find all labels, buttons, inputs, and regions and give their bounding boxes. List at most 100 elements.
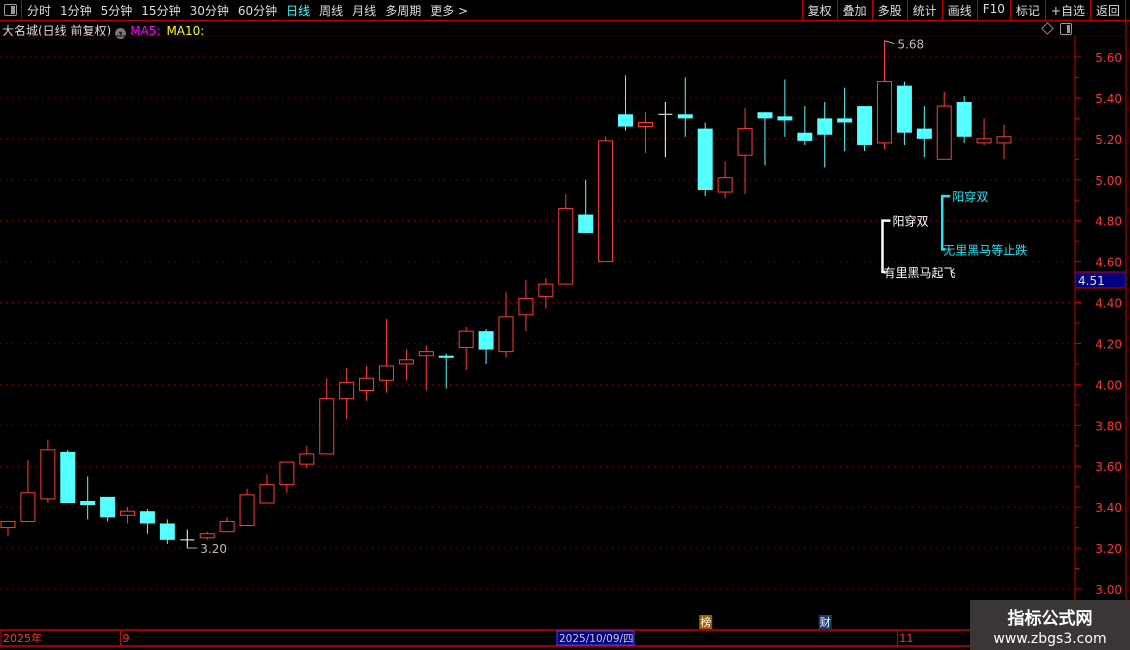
tab-period-7[interactable]: 周线: [319, 4, 344, 18]
tab-period-9[interactable]: 多周期: [385, 4, 422, 18]
candle-body-down: [896, 85, 912, 133]
candle-body-up: [458, 330, 474, 349]
candle-body-up: [398, 359, 414, 365]
candle-body-down: [837, 118, 853, 123]
tab-period-4[interactable]: 30分钟: [189, 4, 229, 18]
y-tick-label: 5.20: [1095, 133, 1122, 147]
low-price-label: 3.20: [200, 542, 227, 556]
tab-period-3[interactable]: 15分钟: [141, 4, 181, 18]
cursor-date-label: 2025/10/09/四: [559, 633, 634, 645]
tab-period-8[interactable]: 月线: [352, 4, 377, 18]
panel-icon: [4, 4, 17, 16]
candle-body-down: [697, 128, 713, 190]
tab-period-5[interactable]: 60分钟: [237, 4, 278, 18]
panel-toggle-button[interactable]: [0, 0, 22, 19]
annotation-bracket: [881, 219, 891, 274]
tool-button-3[interactable]: 统计: [908, 0, 943, 20]
candle-body-up: [359, 377, 375, 391]
tab-period-10[interactable]: 更多 >: [430, 4, 469, 18]
candle-body-up: [219, 520, 235, 533]
candle-body-up: [598, 140, 614, 263]
candle-body-up: [279, 461, 295, 486]
chevron-down-icon[interactable]: ▾: [115, 28, 127, 39]
y-tick-label: 5.60: [1095, 51, 1122, 65]
tool-button-7[interactable]: +自选: [1046, 0, 1091, 20]
annotation-top-label: 阳穿双: [892, 214, 928, 229]
tool-button-6[interactable]: 标记: [1011, 0, 1046, 20]
y-tick-label: 4.60: [1095, 256, 1122, 270]
candle-body-down: [857, 106, 873, 145]
candle-body-down: [777, 116, 793, 121]
candle-body-down: [578, 214, 594, 233]
candle-body-up: [936, 105, 952, 160]
y-tick-label: 4.80: [1095, 215, 1122, 229]
y-tick-label: 5.40: [1095, 92, 1122, 106]
y-tick-label: 4.40: [1095, 297, 1122, 311]
candle-body-down: [478, 331, 494, 350]
tab-period-2[interactable]: 5分钟: [100, 4, 133, 18]
candle-body-up: [199, 533, 215, 539]
candle-body-up: [538, 283, 554, 297]
candle-body-up: [0, 520, 16, 529]
candle-body-up: [40, 449, 56, 500]
watermark-url: www.zbgs3.com: [993, 631, 1107, 647]
candle-body-up: [737, 128, 753, 156]
candle-body-down: [757, 112, 773, 119]
stock-title: 大名城(日线 前复权): [2, 24, 112, 38]
ma10-label: MA10:: [166, 24, 205, 38]
candle-body-down: [80, 500, 96, 506]
candle-body-down: [438, 355, 454, 358]
x-tick-label: 9: [123, 632, 130, 645]
candle-body-down: [159, 523, 175, 540]
tool-button-5[interactable]: F10: [978, 0, 1011, 20]
candle-body-up: [717, 177, 733, 193]
y-tick-label: 3.40: [1095, 501, 1122, 515]
candle-body-up: [518, 297, 534, 316]
candle-body-up: [637, 121, 653, 128]
toolbar: 分时 1分钟 5分钟 15分钟 30分钟 60分钟 日线 周线 月线 多周期 更多 > 复权 叠加 多股…: [0, 0, 1130, 21]
y-tick-label: 3.20: [1095, 542, 1122, 556]
event-marker-badge: [818, 615, 832, 629]
candle-body-down: [956, 102, 972, 137]
candle-body-up: [339, 381, 355, 400]
watermark: 指标公式网 www.zbgs3.com: [970, 600, 1130, 650]
tab-period-0[interactable]: 分时: [27, 4, 52, 18]
candle-body-down: [60, 451, 76, 504]
candle-body-up: [239, 494, 255, 527]
current-price-label: 4.51: [1078, 274, 1105, 288]
y-tick-label: 4.20: [1095, 337, 1122, 351]
event-marker-badge: [699, 615, 713, 629]
candle-body-up: [418, 351, 434, 357]
y-tick-label: 3.60: [1095, 460, 1122, 474]
event-marker-label: 财: [820, 615, 831, 629]
annotation-bracket: [940, 194, 951, 251]
tool-button-2[interactable]: 多股: [873, 0, 908, 20]
tool-button-1[interactable]: 叠加: [838, 0, 873, 20]
candle-body-down: [797, 132, 813, 141]
window-toggle-icon[interactable]: [1060, 23, 1072, 35]
candle-body-up: [259, 484, 275, 504]
tab-period-1[interactable]: 1分钟: [60, 4, 92, 18]
cursor-date-box: [556, 630, 635, 646]
y-tick-label: 3.00: [1095, 583, 1122, 597]
candle-body-up: [120, 510, 136, 516]
tool-button-8[interactable]: 返回: [1091, 0, 1126, 20]
high-price-label: 5.68: [897, 38, 924, 52]
candle-body-down: [677, 114, 693, 119]
candle-body-up: [498, 316, 514, 353]
annotation-bottom-label: 无里黑马等止跌: [943, 242, 1027, 257]
candle-body-down: [817, 118, 833, 135]
candle-body-down: [916, 128, 932, 139]
annotation-top-label: 阳穿双: [952, 189, 988, 204]
candle-body-up: [20, 492, 36, 522]
candle-body-down: [139, 511, 155, 524]
y-tick-label: 3.80: [1095, 419, 1122, 433]
current-price-box: [1074, 271, 1127, 289]
tool-button-4[interactable]: 画线: [943, 0, 978, 20]
tool-button-0[interactable]: 复权: [803, 0, 838, 20]
candle-body-up: [558, 207, 574, 285]
tab-period-6[interactable]: 日线: [286, 4, 311, 18]
candle-body-up: [378, 365, 394, 381]
x-tick-label: 11: [899, 632, 913, 645]
